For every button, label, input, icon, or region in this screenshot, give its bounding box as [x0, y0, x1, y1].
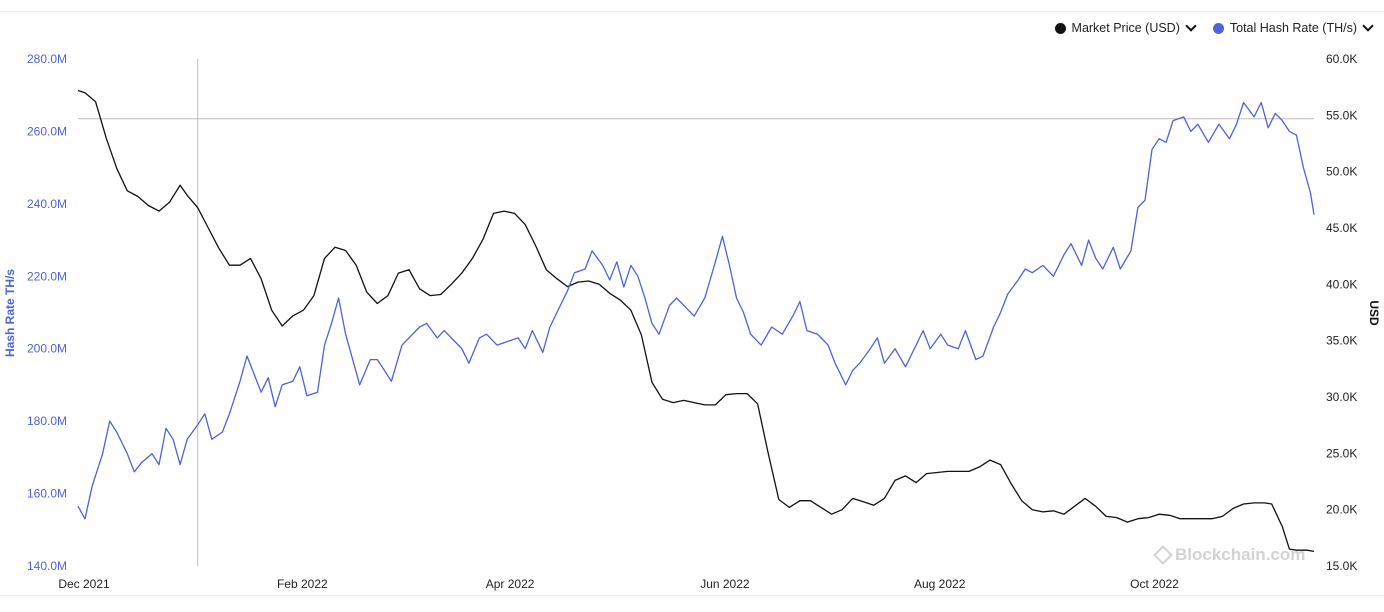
y2-tick-label: 55.0K	[1326, 108, 1357, 122]
x-tick-label: Feb 2022	[277, 577, 328, 591]
y-tick-label: 160.0M	[27, 487, 67, 501]
y-tick-label: 260.0M	[27, 124, 67, 138]
y2-tick-label: 50.0K	[1326, 165, 1357, 179]
y2-axis-label: USD	[1367, 300, 1381, 326]
market-price-line	[77, 89, 1315, 553]
top-border	[0, 11, 1384, 12]
blockchain-logo-icon	[1153, 545, 1173, 565]
hash-rate-line	[77, 101, 1315, 520]
x-tick-label: Apr 2022	[486, 577, 535, 591]
y-tick-label: 240.0M	[27, 197, 67, 211]
y2-tick-label: 60.0K	[1326, 52, 1357, 66]
y2-tick-label: 20.0K	[1326, 503, 1357, 517]
axes: 140.0M 160.0M 180.0M 200.0M 220.0M 240.0M 260.…	[3, 52, 1381, 591]
bottom-border	[0, 595, 1384, 596]
y-tick-label: 220.0M	[27, 269, 67, 283]
y-tick-label: 180.0M	[27, 414, 67, 428]
legend-label-hash-rate: Total Hash Rate (TH/s)	[1229, 21, 1357, 35]
legend-label-market-price: Market Price (USD)	[1071, 21, 1180, 35]
x-tick-label: Oct 2022	[1130, 577, 1179, 591]
crosshair	[78, 59, 1314, 566]
y2-tick-label: 35.0K	[1326, 334, 1357, 348]
y2-tick-label: 40.0K	[1326, 277, 1357, 291]
x-tick-label: Aug 2022	[914, 577, 966, 591]
watermark-text: Blockchain.com	[1175, 545, 1306, 564]
legend-item-hash-rate[interactable]: Total Hash Rate (TH/s)	[1212, 19, 1374, 35]
y-tick-label: 140.0M	[27, 559, 67, 573]
x-tick-label: Dec 2021	[58, 577, 110, 591]
y-axis-label: Hash Rate TH/s	[3, 269, 17, 357]
watermark: Blockchain.com	[1153, 544, 1306, 566]
legend: Market Price (USD) Total Hash Rate (TH/s…	[1054, 18, 1374, 38]
series-lines	[77, 89, 1315, 553]
y2-tick-label: 45.0K	[1326, 221, 1357, 235]
y2-tick-label: 15.0K	[1326, 559, 1357, 573]
y-tick-label: 200.0M	[27, 342, 67, 356]
hash-rate-dot-icon	[1212, 22, 1224, 34]
y-tick-label: 280.0M	[27, 52, 67, 66]
market-price-dot-icon	[1054, 22, 1066, 34]
y2-tick-label: 30.0K	[1326, 390, 1357, 404]
legend-item-market-price[interactable]: Market Price (USD)	[1054, 19, 1197, 35]
x-tick-label: Jun 2022	[700, 577, 750, 591]
y2-tick-label: 25.0K	[1326, 446, 1357, 460]
